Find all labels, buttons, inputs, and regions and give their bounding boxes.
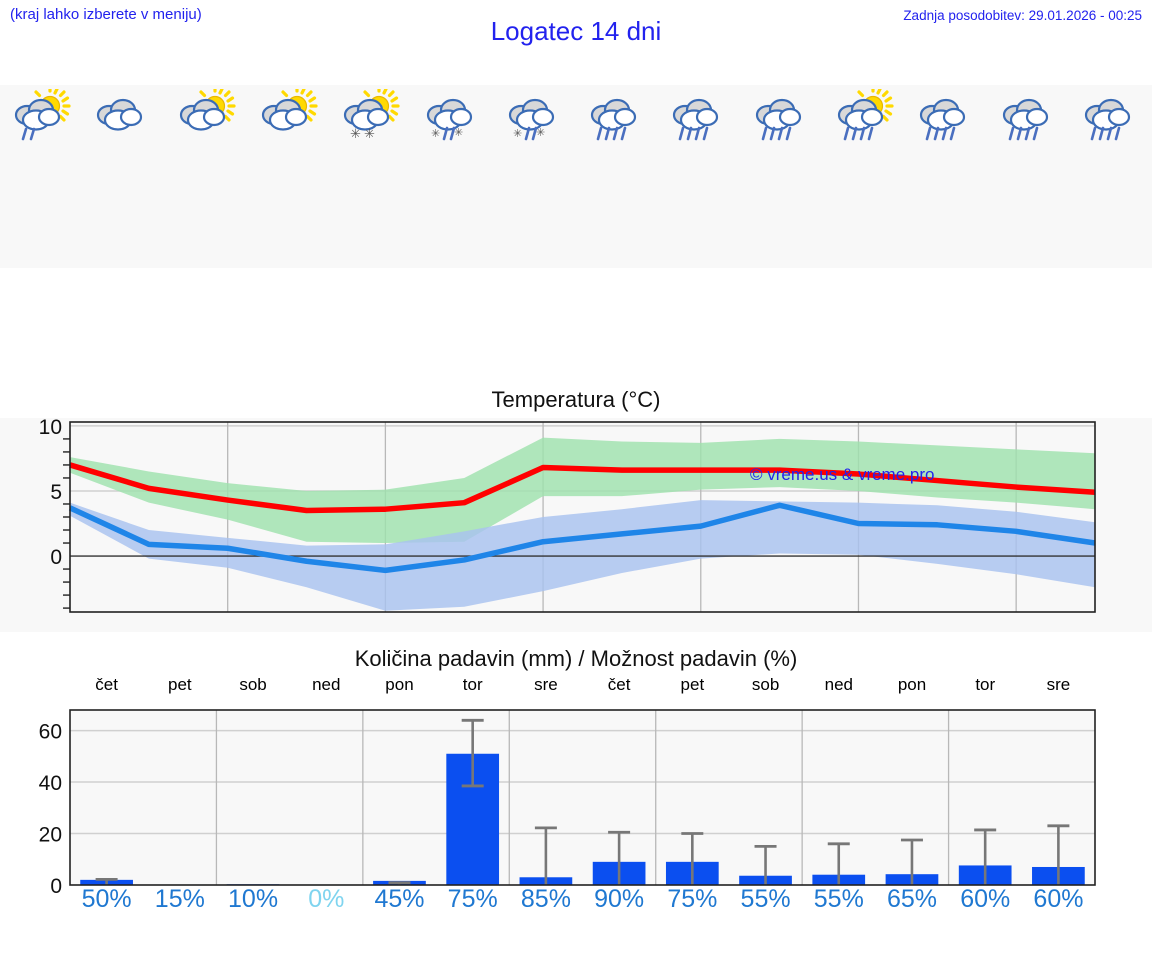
svg-text:✳: ✳ (513, 128, 522, 140)
precip-probability: 50% (81, 885, 132, 913)
copyright-watermark: © vreme.us & vreme.pro (750, 465, 935, 484)
day-column[interactable]: ✳ ✳ (329, 85, 411, 268)
day-column[interactable] (658, 85, 740, 268)
precip-probability: 55% (813, 885, 864, 913)
precip-probability: 85% (520, 885, 571, 913)
svg-text:5: 5 (50, 481, 62, 504)
day-column[interactable]: ✳ ✳ (411, 85, 493, 268)
precip-day-label: ned (824, 675, 853, 694)
day-column[interactable] (165, 85, 247, 268)
partly-sunny-light-rain-icon (0, 89, 82, 145)
svg-text:✳: ✳ (536, 127, 545, 139)
cloudy-rain-icon (741, 89, 823, 145)
precip-probability: 75% (447, 885, 498, 913)
day-column[interactable] (905, 85, 987, 268)
precip-day-label: tor (975, 675, 996, 694)
precip-day-label: čet (95, 675, 118, 694)
precip-day-label: ned (312, 675, 341, 694)
precip-probability: 75% (667, 885, 718, 913)
day-column[interactable]: ✳ ✳ (494, 85, 576, 268)
page-title: Logatec 14 dni (490, 16, 662, 46)
precipitation-day-labels: čet pet sob ned pon tor sre čet pet sob ned pon tor s… (70, 675, 1095, 695)
svg-text:0: 0 (50, 546, 62, 569)
day-column[interactable] (1070, 85, 1152, 268)
temperature-plot: 10 5 0 (0, 382, 1152, 632)
precip-day-label: pet (680, 675, 705, 694)
precip-probability: 90% (594, 885, 645, 913)
precipitation-svg: 60 40 20 0 (39, 709, 1096, 898)
precip-day-label: pet (168, 675, 192, 694)
svg-text:0: 0 (50, 875, 62, 898)
precip-day-label: sre (534, 675, 558, 694)
precip-probability: 60% (1033, 885, 1084, 913)
temperature-svg: 10 5 0 (39, 416, 1096, 613)
partly-sunny-snow-icon: ✳ ✳ (329, 89, 411, 145)
precip-probability: 45% (374, 885, 425, 913)
partly-sunny-rain-icon (823, 89, 905, 145)
precip-probability: 0% (308, 885, 345, 913)
temperature-title-band (0, 382, 1152, 418)
precip-probability: 65% (886, 885, 938, 913)
svg-text:20: 20 (39, 824, 62, 847)
cloudy-sleet-icon: ✳ ✳ (494, 89, 576, 145)
day-column[interactable] (247, 85, 329, 268)
cloudy-icon (82, 89, 164, 145)
cloudy-rain-icon (905, 89, 987, 145)
precipitation-chart-title: Količina padavin (mm) / Možnost padavin … (354, 646, 798, 671)
precip-day-label: pon (897, 675, 927, 694)
cloudy-rain-icon (987, 89, 1069, 145)
precipitation-chart-section: Količina padavin (mm) / Možnost padavin … (0, 642, 1152, 975)
temperature-chart-title: Temperatura (°C) (491, 387, 661, 412)
day-column[interactable] (741, 85, 823, 268)
precip-probability: 60% (960, 885, 1011, 913)
day-column[interactable] (987, 85, 1069, 268)
precip-day-label: pon (385, 675, 414, 694)
svg-text:✳: ✳ (454, 127, 463, 139)
precip-probability: 10% (228, 885, 279, 913)
last-updated-label: Zadnja posodobitev: 29.01.2026 - 00:25 (903, 8, 1142, 23)
cloudy-rain-icon (658, 89, 740, 145)
svg-text:10: 10 (39, 416, 62, 439)
partly-sunny-icon (165, 89, 247, 145)
svg-text:60: 60 (39, 721, 62, 744)
day-column[interactable] (576, 85, 658, 268)
precipitation-probability-row: 50% 15% 10% 0% 45% 75% 85% 90% 75% 55% 55% 65% 60% 60… (70, 885, 1095, 914)
menu-note: (kraj lahko izberete v meniju) (10, 6, 202, 23)
day-column[interactable] (823, 85, 905, 268)
svg-text:✳: ✳ (431, 128, 440, 140)
precip-day-label: sob (751, 675, 780, 694)
precip-day-label: čet (607, 675, 631, 694)
svg-text:✳: ✳ (350, 126, 361, 141)
svg-text:✳: ✳ (364, 126, 375, 141)
precip-day-label: sob (239, 675, 267, 694)
day-column[interactable] (0, 85, 82, 268)
precip-day-label: sre (1046, 675, 1071, 694)
partly-sunny-icon (247, 89, 329, 145)
cloudy-rain-icon (576, 89, 658, 145)
precip-probability: 15% (154, 885, 205, 913)
daily-forecast-strip: ✳ ✳ ✳ ✳ ✳ ✳ (0, 85, 1152, 268)
cloudy-rain-icon (1070, 89, 1152, 145)
svg-text:40: 40 (39, 772, 62, 795)
cloudy-sleet-icon: ✳ ✳ (411, 89, 493, 145)
precip-probability: 55% (740, 885, 791, 913)
top-bar: (kraj lahko izberete v meniju) Logatec 1… (0, 0, 1152, 56)
precip-day-label: tor (462, 675, 483, 694)
day-column[interactable] (82, 85, 164, 268)
